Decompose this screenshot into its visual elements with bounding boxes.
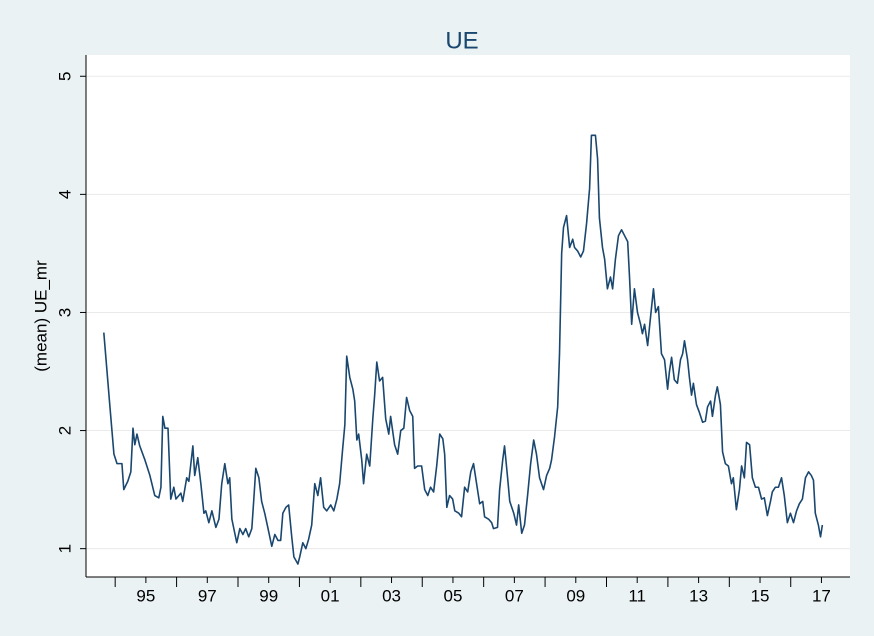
- y-tick-label: 5: [55, 72, 74, 81]
- y-tick-label: 2: [55, 426, 74, 435]
- x-tick-label: 07: [505, 586, 524, 605]
- x-tick-label: 13: [689, 586, 708, 605]
- x-tick-label: 95: [136, 586, 155, 605]
- y-tick-label: 1: [55, 544, 74, 553]
- x-tick-label: 05: [443, 586, 462, 605]
- data-line: [103, 134, 824, 565]
- x-tick-label: 17: [812, 586, 831, 605]
- chart-title: UE: [445, 27, 478, 54]
- x-tick-label: 01: [321, 586, 340, 605]
- y-axis-label: (mean) UE_mr: [31, 260, 50, 372]
- x-tick-label: 97: [198, 586, 217, 605]
- x-tick-label: 03: [382, 586, 401, 605]
- x-tick-label: 11: [628, 586, 646, 605]
- x-tick-label: 99: [259, 586, 278, 605]
- x-tick-label: 15: [751, 586, 770, 605]
- y-tick-label: 3: [55, 308, 74, 317]
- y-tick-label: 4: [55, 190, 74, 199]
- x-tick-label: 09: [566, 586, 585, 605]
